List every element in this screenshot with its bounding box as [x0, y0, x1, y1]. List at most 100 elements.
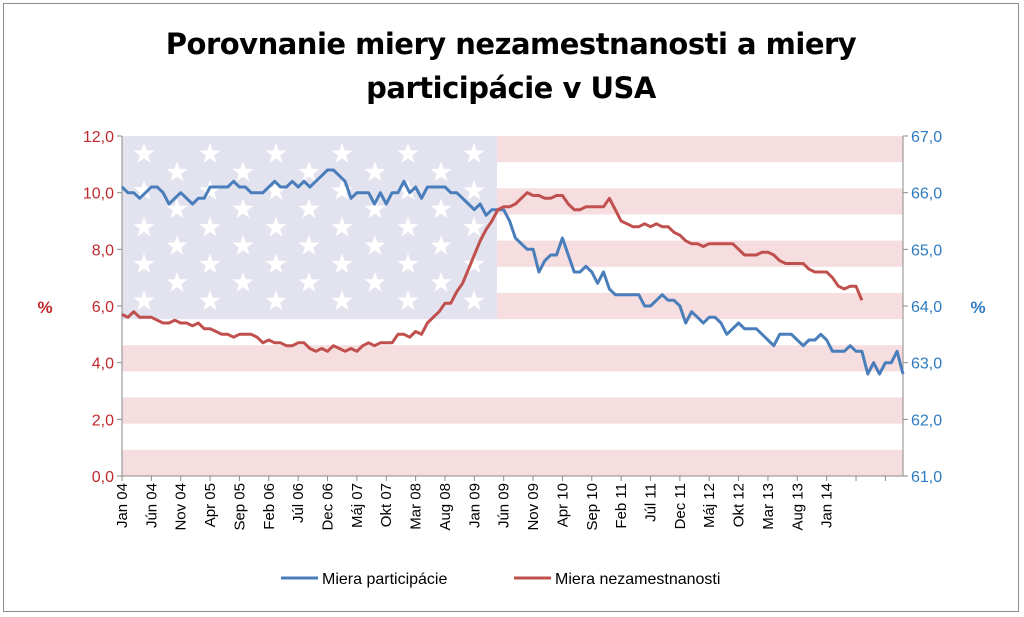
flag-star	[265, 290, 287, 311]
x-tick-label: Jún 09	[496, 483, 513, 528]
flag-star	[397, 253, 419, 274]
x-tick-label: Jan 09	[466, 483, 483, 528]
flag-stripe	[122, 449, 903, 476]
chart-title-line-1: Porovnanie miery nezamestnanosti a miery	[165, 27, 857, 61]
tick-labels: 0,0 2,0 4,0 6,0 8,0 10,0 12,0 61,0 62,0 63,0 64,0 6…	[83, 129, 942, 531]
x-tick-label: Nov 04	[173, 483, 190, 531]
x-tick-label: Júl 06	[290, 483, 307, 523]
flag-star	[430, 161, 452, 182]
x-tick-label: Mar 13	[760, 483, 777, 530]
x-tick-label: Dec 06	[320, 483, 337, 531]
flag-star	[331, 253, 353, 274]
x-tick-label: Aug 08	[437, 483, 454, 531]
flag-star	[430, 271, 452, 292]
axes	[117, 135, 908, 481]
flag-star	[133, 253, 155, 274]
x-tick-label: Okt 07	[378, 483, 395, 527]
flag-star	[364, 235, 386, 255]
flag-star	[430, 235, 452, 255]
flag-star	[133, 143, 155, 163]
flag-star	[298, 235, 320, 255]
flag-star	[265, 179, 287, 200]
flag-star	[232, 271, 254, 292]
x-tick-label: Feb 06	[261, 483, 278, 530]
right-axis-unit: %	[970, 298, 985, 317]
x-tick-label: Apr 10	[554, 483, 571, 527]
flag-star	[166, 271, 188, 292]
flag-star	[298, 271, 320, 292]
flag-star	[331, 216, 353, 237]
x-tick-label: Sep 05	[231, 483, 248, 531]
flag-star	[199, 253, 221, 274]
left-tick-label: 0,0	[92, 469, 114, 486]
flag-star	[265, 216, 287, 237]
flag-star	[199, 216, 221, 237]
flag-star	[166, 161, 188, 182]
flag-star	[166, 198, 188, 219]
legend-label-unemployment: Miera nezamestnanosti	[555, 571, 720, 588]
flag-background	[122, 136, 903, 476]
x-tick-label: Júl 11	[643, 483, 660, 522]
flag-star	[232, 161, 254, 182]
series-line-participation	[120, 168, 905, 376]
left-tick-label: 6,0	[92, 299, 114, 316]
flag-star	[463, 290, 485, 311]
flag-star	[331, 290, 353, 311]
flag-star	[232, 235, 254, 255]
flag-star	[463, 216, 485, 237]
flag-star	[133, 179, 155, 200]
flag-star	[265, 143, 287, 163]
legend-label-participation: Miera participácie	[322, 571, 447, 588]
left-axis-unit: %	[37, 298, 52, 317]
legend: Miera participácie Miera nezamestnanosti	[281, 571, 720, 588]
x-tick-label: Dec 11	[672, 483, 689, 529]
flag-star	[364, 161, 386, 182]
left-tick-label: 12,0	[83, 129, 114, 146]
flag-stripe	[122, 345, 903, 372]
flag-star	[364, 198, 386, 219]
x-tick-label: Máj 12	[701, 483, 718, 528]
x-tick-label: Sep 10	[584, 483, 601, 531]
flag-star	[298, 198, 320, 219]
flag-star	[397, 143, 419, 163]
right-tick-label: 63,0	[911, 356, 942, 373]
flag-star	[463, 253, 485, 274]
x-tick-label: Aug 13	[789, 483, 806, 531]
right-tick-label: 64,0	[911, 299, 942, 316]
x-tick-label: Feb 11	[613, 483, 630, 529]
left-tick-label: 2,0	[92, 412, 114, 429]
series-line-unemployment	[121, 191, 864, 353]
x-tick-label: Máj 07	[349, 483, 366, 528]
flag-star	[430, 198, 452, 219]
x-tick-label: Jan 04	[114, 483, 131, 528]
flag-star	[133, 216, 155, 237]
x-tick-label: Nov 09	[525, 483, 542, 531]
flag-stripe	[122, 397, 903, 424]
chart-title: Porovnanie miery nezamestnanosti a miery…	[0, 22, 1022, 110]
left-tick-label: 4,0	[92, 356, 114, 373]
right-tick-label: 66,0	[911, 186, 942, 203]
flag-star	[232, 198, 254, 219]
flag-star	[166, 235, 188, 255]
x-tick-label: Apr 05	[202, 483, 219, 527]
x-tick-label: Mar 08	[408, 483, 425, 530]
flag-star	[463, 179, 485, 200]
flag-star	[199, 143, 221, 163]
right-tick-label: 61,0	[911, 469, 942, 486]
right-tick-label: 67,0	[911, 129, 942, 146]
flag-star	[364, 271, 386, 292]
chart-title-line-2: participácie v USA	[366, 71, 656, 105]
flag-star	[199, 290, 221, 311]
x-tick-label: Okt 12	[731, 483, 748, 527]
left-tick-label: 10,0	[83, 186, 114, 203]
flag-star	[397, 290, 419, 311]
flag-star	[463, 143, 485, 163]
x-tick-label: Jún 04	[143, 483, 160, 528]
flag-star	[265, 253, 287, 274]
right-tick-label: 65,0	[911, 242, 942, 259]
flag-star	[397, 216, 419, 237]
left-tick-label: 8,0	[92, 242, 114, 259]
flag-star	[331, 179, 353, 200]
flag-star	[331, 143, 353, 163]
